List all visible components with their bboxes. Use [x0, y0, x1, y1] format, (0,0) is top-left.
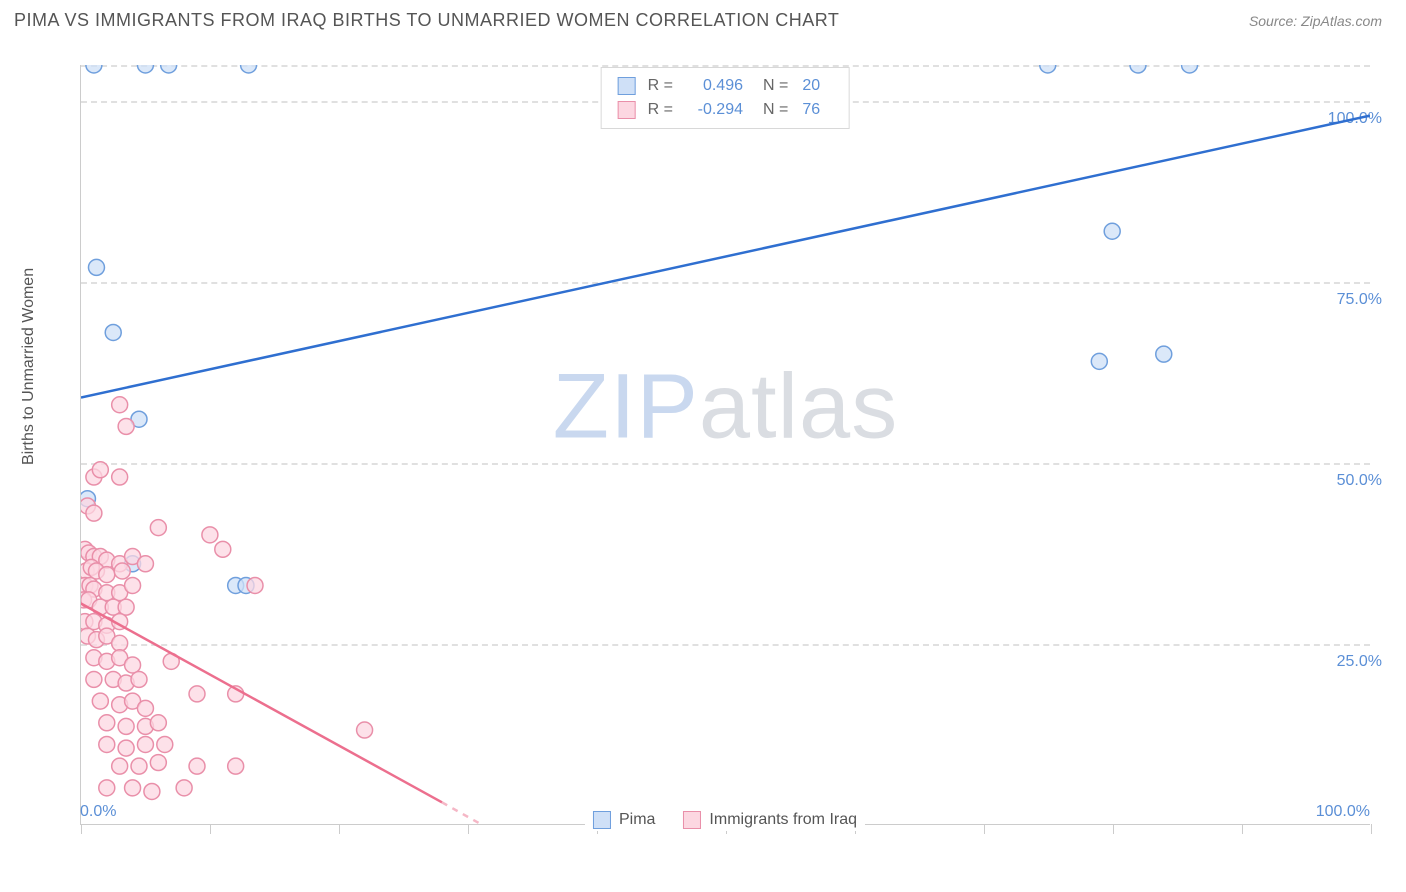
data-point [1104, 223, 1120, 239]
data-point [99, 736, 115, 752]
n-value: 76 [802, 98, 832, 122]
data-point [189, 686, 205, 702]
trend-line [81, 116, 1370, 398]
x-tick [81, 824, 82, 834]
data-point [1182, 65, 1198, 73]
legend-swatch [618, 101, 636, 119]
chart-area: Births to Unmarried Women ZIPatlas R =0.… [60, 45, 1390, 825]
data-point [112, 397, 128, 413]
n-label: N = [763, 74, 788, 98]
x-tick [1242, 824, 1243, 834]
data-point [137, 556, 153, 572]
data-point [86, 671, 102, 687]
data-point [215, 541, 231, 557]
plot-svg [81, 65, 1370, 824]
data-point [118, 599, 134, 615]
data-point [157, 736, 173, 752]
data-point [118, 718, 134, 734]
data-point [131, 671, 147, 687]
x-tick [468, 824, 469, 834]
x-tick [1371, 824, 1372, 834]
data-point [150, 715, 166, 731]
data-point [357, 722, 373, 738]
legend-stat-row: R = 0.496 N = 20 [618, 74, 833, 98]
data-point [131, 758, 147, 774]
data-point [228, 758, 244, 774]
legend-swatch [618, 77, 636, 95]
data-point [125, 657, 141, 673]
r-value: 0.496 [683, 74, 743, 98]
data-point [92, 693, 108, 709]
data-point [144, 783, 160, 799]
data-point [125, 780, 141, 796]
data-point [176, 780, 192, 796]
data-point [118, 740, 134, 756]
data-point [99, 567, 115, 583]
r-label: R = [648, 98, 673, 122]
data-point [1156, 346, 1172, 362]
chart-title: PIMA VS IMMIGRANTS FROM IRAQ BIRTHS TO U… [14, 10, 839, 31]
r-value: -0.294 [683, 98, 743, 122]
data-point [114, 563, 130, 579]
data-point [241, 65, 257, 73]
data-point [150, 520, 166, 536]
data-point [161, 65, 177, 73]
data-point [86, 65, 102, 73]
data-point [247, 577, 263, 593]
data-point [112, 758, 128, 774]
data-point [99, 715, 115, 731]
data-point [125, 577, 141, 593]
data-point [1091, 353, 1107, 369]
data-point [1130, 65, 1146, 73]
data-point [92, 462, 108, 478]
correlation-legend: R = 0.496 N = 20 R = -0.294 N = 76 [601, 67, 850, 129]
data-point [88, 259, 104, 275]
source-label: Source: ZipAtlas.com [1249, 13, 1382, 29]
n-label: N = [763, 98, 788, 122]
data-point [99, 780, 115, 796]
data-point [202, 527, 218, 543]
r-label: R = [648, 74, 673, 98]
x-tick [339, 824, 340, 834]
x-tick [210, 824, 211, 834]
data-point [112, 635, 128, 651]
n-value: 20 [802, 74, 832, 98]
data-point [189, 758, 205, 774]
x-tick [984, 824, 985, 834]
y-axis-label: Births to Unmarried Women [20, 268, 38, 465]
data-point [137, 65, 153, 73]
plot-region: ZIPatlas [80, 65, 1370, 825]
data-point [105, 324, 121, 340]
data-point [1040, 65, 1056, 73]
data-point [137, 700, 153, 716]
data-point [118, 418, 134, 434]
data-point [112, 469, 128, 485]
x-tick [1113, 824, 1114, 834]
data-point [150, 755, 166, 771]
trend-line-dashed [442, 802, 532, 824]
data-point [86, 505, 102, 521]
legend-stat-row: R = -0.294 N = 76 [618, 98, 833, 122]
data-point [137, 736, 153, 752]
